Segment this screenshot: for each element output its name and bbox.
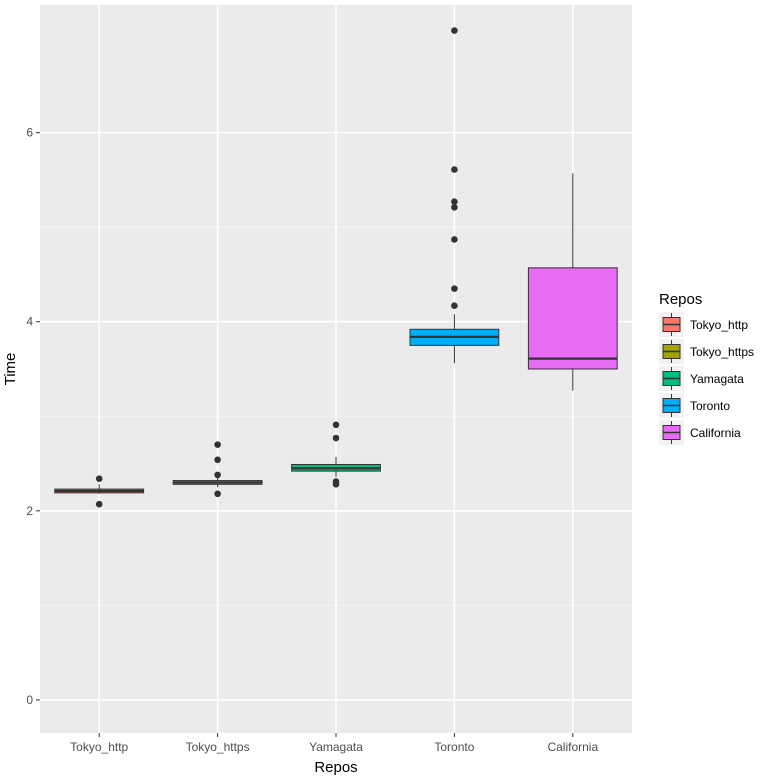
x-tick-label: Toronto xyxy=(434,740,474,754)
boxes-layer xyxy=(54,27,618,508)
outlier-point xyxy=(95,475,103,482)
legend-label: California xyxy=(690,426,741,440)
box-tokyo-http xyxy=(54,475,145,508)
y-tick-label: 6 xyxy=(26,126,33,140)
outlier-point xyxy=(451,166,458,173)
outlier-point xyxy=(451,198,458,205)
y-axis: 0 2 4 6 xyxy=(26,126,40,707)
box-tokyo-https xyxy=(172,441,263,498)
grid-major xyxy=(40,5,632,733)
x-axis: Tokyo_http Tokyo_https Yamagata Toronto Cali… xyxy=(70,733,598,754)
x-tick-label: Tokyo_https xyxy=(186,740,250,754)
legend: Repos Tokyo_http Tokyo_https Yamagata Toron… xyxy=(659,291,754,445)
outlier-point xyxy=(332,434,340,442)
y-tick-label: 2 xyxy=(26,504,33,518)
legend-item: Tokyo_https xyxy=(659,339,754,364)
outlier-point xyxy=(214,441,221,448)
outlier-point xyxy=(451,285,458,292)
legend-item: California xyxy=(659,420,741,445)
box-toronto xyxy=(409,27,500,364)
outlier-point xyxy=(95,500,103,508)
y-tick-label: 4 xyxy=(26,315,33,329)
outlier-point xyxy=(451,204,458,211)
x-tick-label: California xyxy=(547,740,598,754)
outlier-point xyxy=(214,490,221,498)
legend-item: Yamagata xyxy=(659,366,744,391)
legend-label: Tokyo_https xyxy=(690,345,754,359)
outlier-point xyxy=(332,481,340,488)
outlier-point xyxy=(451,236,458,243)
outlier-point xyxy=(332,421,340,429)
outlier-point xyxy=(214,456,221,464)
outlier-point xyxy=(214,471,221,479)
outlier-point xyxy=(451,27,458,34)
x-axis-title: Repos xyxy=(314,759,357,776)
legend-label: Yamagata xyxy=(690,372,744,386)
box-california xyxy=(527,173,618,391)
y-tick-label: 0 xyxy=(26,693,33,707)
legend-item: Tokyo_http xyxy=(659,312,748,337)
box-yamagata xyxy=(291,421,381,488)
outlier-point xyxy=(451,302,458,309)
x-tick-label: Tokyo_http xyxy=(70,740,128,754)
legend-label: Toronto xyxy=(690,399,730,413)
y-axis-title: Time xyxy=(2,353,19,386)
legend-label: Tokyo_http xyxy=(690,318,748,332)
x-tick-label: Yamagata xyxy=(309,740,363,754)
box-iqr xyxy=(527,267,618,370)
legend-item: Toronto xyxy=(659,393,730,418)
legend-title: Repos xyxy=(659,291,702,308)
